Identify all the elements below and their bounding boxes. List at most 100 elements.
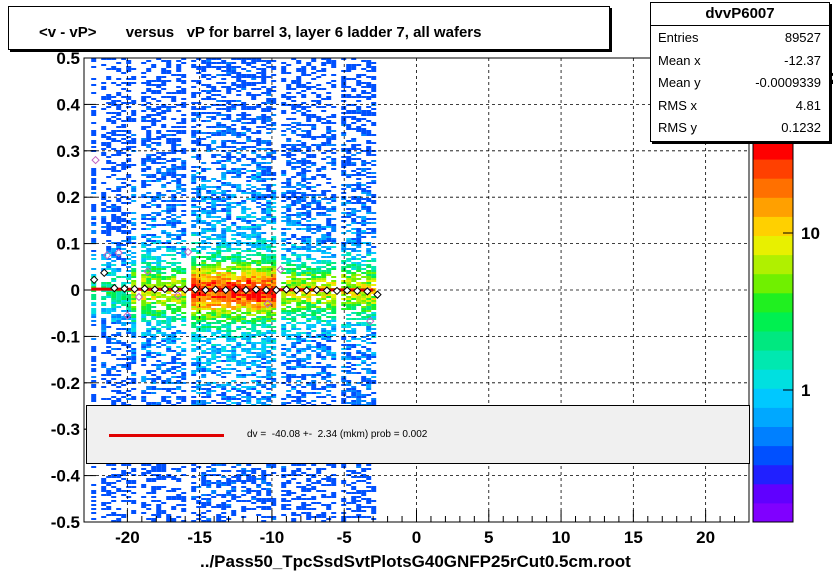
heatmap-cell: [106, 120, 112, 122]
heatmap-cell: [301, 394, 307, 396]
heatmap-cell: [291, 328, 297, 330]
heatmap-cell: [261, 70, 267, 72]
heatmap-cell: [281, 258, 287, 260]
heatmap-cell: [161, 510, 167, 512]
heatmap-cell: [106, 264, 112, 266]
heatmap-cell: [271, 264, 277, 266]
heatmap-cell: [241, 172, 247, 174]
heatmap-cell: [176, 150, 182, 152]
heatmap-cell: [226, 210, 232, 212]
heatmap-cell: [246, 386, 252, 388]
heatmap-cell: [176, 366, 182, 368]
heatmap-cell: [201, 248, 207, 250]
heatmap-cell: [206, 500, 212, 502]
heatmap-cell: [301, 214, 307, 216]
heatmap-cell: [126, 332, 132, 334]
heatmap-cell: [261, 402, 267, 404]
heatmap-cell: [146, 492, 152, 494]
heatmap-cell: [196, 388, 202, 390]
heatmap-cell: [281, 144, 287, 146]
heatmap-cell: [316, 228, 322, 230]
heatmap-cell: [106, 268, 112, 270]
heatmap-cell: [211, 268, 217, 270]
heatmap-cell: [206, 106, 212, 108]
heatmap-cell: [226, 506, 232, 508]
heatmap-cell: [241, 344, 247, 346]
heatmap-cell: [291, 248, 297, 250]
heatmap-cell: [161, 76, 167, 78]
heatmap-cell: [156, 276, 162, 278]
heatmap-cell: [161, 372, 167, 374]
heatmap-cell: [241, 298, 247, 300]
heatmap-cell: [236, 354, 242, 356]
heatmap-cell: [231, 486, 237, 488]
heatmap-cell: [221, 296, 227, 298]
heatmap-cell: [321, 370, 327, 372]
heatmap-cell: [91, 114, 97, 116]
heatmap-cell: [181, 280, 187, 282]
heatmap-cell: [261, 300, 267, 302]
heatmap-cell: [161, 172, 167, 174]
heatmap-cell: [166, 324, 172, 326]
heatmap-cell: [226, 106, 232, 108]
heatmap-cell: [106, 352, 112, 354]
heatmap-cell: [196, 320, 202, 322]
heatmap-cell: [231, 510, 237, 512]
heatmap-cell: [176, 180, 182, 182]
heatmap-cell: [281, 244, 287, 246]
heatmap-cell: [221, 284, 227, 286]
heatmap-cell: [226, 194, 232, 196]
heatmap-cell: [161, 338, 167, 340]
heatmap-cell: [281, 316, 287, 318]
heatmap-cell: [291, 472, 297, 474]
heatmap-cell: [111, 302, 117, 304]
heatmap-cell: [156, 322, 162, 324]
heatmap-cell: [121, 364, 127, 366]
heatmap-cell: [191, 204, 197, 206]
heatmap-cell: [301, 270, 307, 272]
heatmap-cell: [316, 212, 322, 214]
heatmap-cell: [171, 308, 177, 310]
heatmap-cell: [151, 310, 157, 312]
heatmap-cell: [291, 334, 297, 336]
heatmap-cell: [216, 308, 222, 310]
heatmap-cell: [116, 178, 122, 180]
heatmap-cell: [171, 142, 177, 144]
heatmap-cell: [226, 292, 232, 294]
heatmap-cell: [121, 134, 127, 136]
heatmap-cell: [181, 294, 187, 296]
heatmap-cell: [231, 278, 237, 280]
heatmap-cell: [161, 260, 167, 262]
heatmap-cell: [171, 356, 177, 358]
heatmap-cell: [251, 502, 257, 504]
heatmap-cell: [196, 518, 202, 520]
heatmap-cell: [301, 134, 307, 136]
heatmap-cell: [171, 488, 177, 490]
heatmap-cell: [116, 370, 122, 372]
heatmap-cell: [176, 386, 182, 388]
heatmap-cell: [251, 372, 257, 374]
heatmap-cell: [111, 474, 117, 476]
heatmap-cell: [111, 342, 117, 344]
heatmap-cell: [206, 312, 212, 314]
heatmap-cell: [196, 400, 202, 402]
heatmap-cell: [206, 286, 212, 288]
heatmap-cell: [166, 518, 172, 520]
heatmap-cell: [196, 346, 202, 348]
heatmap-cell: [166, 276, 172, 278]
heatmap-cell: [91, 268, 97, 270]
heatmap-cell: [316, 242, 322, 244]
heatmap-cell: [216, 302, 222, 304]
heatmap-cell: [296, 392, 302, 394]
heatmap-cell: [226, 114, 232, 116]
heatmap-cell: [221, 198, 227, 200]
heatmap-cell: [231, 488, 237, 490]
heatmap-cell: [201, 374, 207, 376]
heatmap-cell: [286, 348, 292, 350]
heatmap-cell: [161, 326, 167, 328]
heatmap-cell: [111, 354, 117, 356]
heatmap-cell: [266, 294, 272, 296]
heatmap-cell: [266, 276, 272, 278]
heatmap-cell: [176, 480, 182, 482]
heatmap-cell: [146, 282, 152, 284]
